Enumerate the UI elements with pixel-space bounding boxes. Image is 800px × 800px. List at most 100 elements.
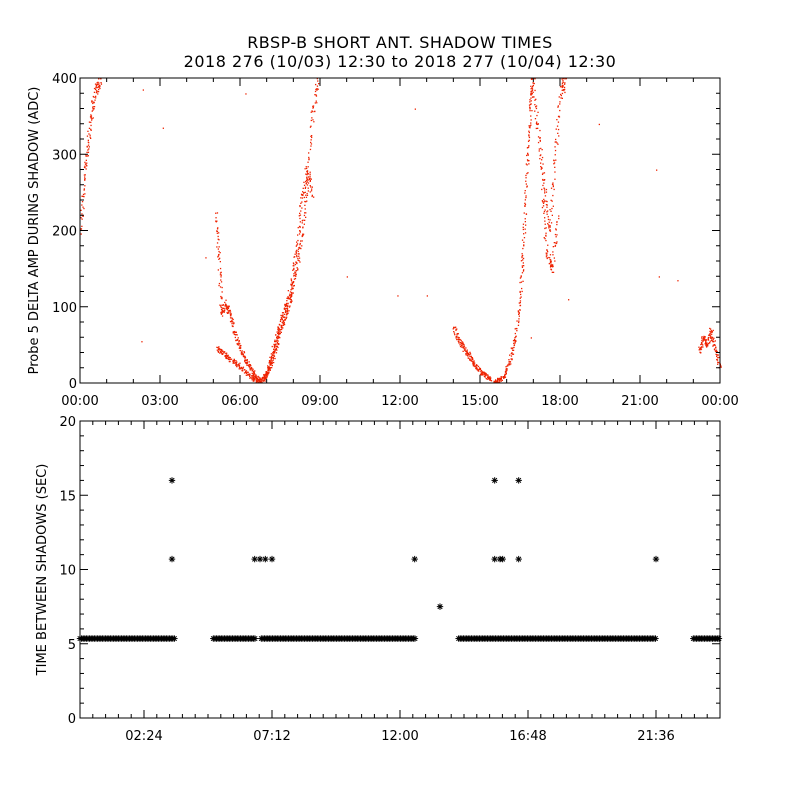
data-point xyxy=(519,297,521,299)
data-point xyxy=(281,315,283,317)
data-point xyxy=(520,296,522,298)
data-point xyxy=(233,360,236,362)
data-point xyxy=(555,128,557,130)
data-point xyxy=(220,279,222,281)
data-point xyxy=(282,324,285,326)
data-point xyxy=(453,332,456,334)
data-point xyxy=(314,90,317,93)
data-point xyxy=(269,368,271,370)
data-point xyxy=(168,477,176,484)
data-point xyxy=(457,336,459,338)
data-point xyxy=(294,272,296,274)
data-point xyxy=(544,195,547,197)
data-point xyxy=(299,214,302,216)
data-point xyxy=(273,349,275,351)
data-point xyxy=(257,378,259,380)
data-point xyxy=(285,304,287,306)
data-point xyxy=(532,85,534,88)
data-point xyxy=(241,352,243,354)
data-point xyxy=(518,311,520,314)
data-point xyxy=(546,204,548,206)
data-point xyxy=(220,276,222,278)
data-point xyxy=(541,156,544,159)
data-point xyxy=(555,138,557,141)
data-point xyxy=(512,349,514,351)
data-point xyxy=(544,223,546,225)
data-point xyxy=(89,136,91,138)
data-point xyxy=(218,250,220,253)
data-point xyxy=(306,167,308,170)
y-tick-label: 0 xyxy=(68,712,76,727)
data-point xyxy=(287,298,289,300)
data-point xyxy=(271,360,273,362)
data-point xyxy=(86,151,88,153)
data-point xyxy=(284,317,286,319)
data-point xyxy=(225,306,227,308)
data-point xyxy=(296,243,299,245)
data-point xyxy=(543,172,546,174)
data-point xyxy=(86,162,88,164)
data-point xyxy=(527,146,530,148)
data-point xyxy=(712,339,714,341)
data-point xyxy=(456,338,458,341)
data-point xyxy=(273,355,276,357)
data-point xyxy=(297,259,299,261)
data-point xyxy=(462,343,465,345)
data-point xyxy=(318,83,320,85)
data-point xyxy=(311,136,313,139)
data-point xyxy=(225,356,227,358)
data-point xyxy=(714,350,717,352)
data-point xyxy=(253,378,255,380)
data-point xyxy=(543,212,545,214)
data-point xyxy=(264,378,266,380)
data-point xyxy=(534,104,536,106)
data-point xyxy=(545,234,547,236)
data-point xyxy=(239,362,241,364)
data-point xyxy=(711,340,713,342)
data-point xyxy=(514,337,516,339)
data-point xyxy=(296,244,298,246)
data-point xyxy=(229,320,232,323)
data-point xyxy=(232,362,234,364)
data-point xyxy=(554,141,556,143)
data-point xyxy=(539,137,541,139)
data-point xyxy=(256,379,258,381)
data-point xyxy=(534,78,536,80)
data-point xyxy=(497,381,499,383)
data-point xyxy=(221,286,223,289)
data-point xyxy=(217,227,219,229)
data-point xyxy=(561,84,563,86)
data-point xyxy=(713,344,716,346)
data-point xyxy=(290,279,293,281)
data-point xyxy=(525,224,527,226)
data-point xyxy=(564,83,566,85)
data-point xyxy=(556,241,558,243)
data-point xyxy=(466,349,468,351)
data-point xyxy=(227,357,229,360)
data-point xyxy=(552,184,554,186)
data-point xyxy=(98,86,100,88)
data-point xyxy=(543,188,546,190)
data-point xyxy=(270,355,273,358)
data-point xyxy=(234,336,236,339)
data-point xyxy=(306,192,308,195)
data-point xyxy=(531,87,534,89)
data-point xyxy=(314,94,316,96)
data-point xyxy=(527,160,529,162)
data-point xyxy=(308,177,311,179)
data-point xyxy=(275,348,277,351)
data-point xyxy=(275,340,277,343)
data-point xyxy=(270,364,272,366)
data-point xyxy=(307,176,310,178)
data-point xyxy=(486,374,488,376)
data-point xyxy=(508,360,510,363)
data-point xyxy=(509,354,511,356)
data-point xyxy=(510,358,512,360)
data-point xyxy=(224,355,226,357)
data-point xyxy=(281,312,284,314)
data-point xyxy=(547,218,550,221)
data-point xyxy=(225,307,227,309)
data-point xyxy=(300,240,302,242)
data-point xyxy=(215,221,217,223)
data-point xyxy=(294,263,296,266)
